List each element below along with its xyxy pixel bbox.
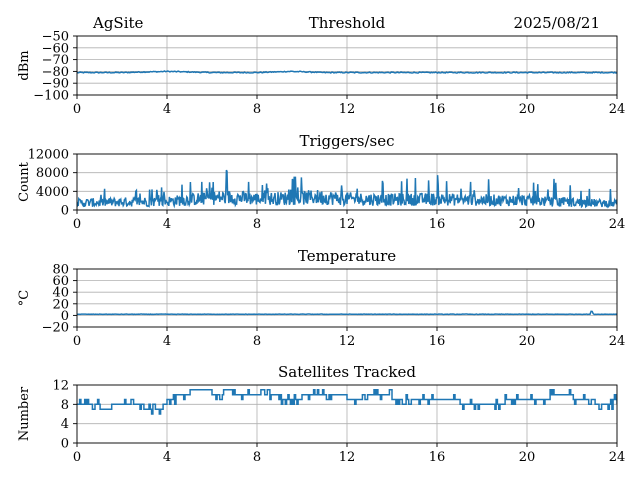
y-axis-label: °C xyxy=(17,290,32,307)
series-line xyxy=(77,310,617,316)
panel-3: 0 4 8 12 16 20 24 0 4 8 12 Satellites Tracked Number xyxy=(17,363,625,465)
x-tick-label: 12 xyxy=(339,334,356,349)
series-line xyxy=(77,169,617,209)
x-tick-label: 16 xyxy=(429,334,446,349)
x-tick-label: 16 xyxy=(429,450,446,465)
x-tick-label: 12 xyxy=(339,217,356,232)
x-tick-label: 0 xyxy=(73,102,81,117)
panel-title: Threshold xyxy=(309,14,386,32)
date-label: 2025/08/21 xyxy=(514,14,600,32)
y-tick-label: 60 xyxy=(52,274,69,289)
y-tick-label: 4 xyxy=(61,417,69,432)
y-tick-label: 8000 xyxy=(36,166,69,181)
y-tick-label: −100 xyxy=(33,89,69,104)
x-tick-label: 8 xyxy=(253,334,261,349)
y-tick-label: 12 xyxy=(52,379,69,394)
y-tick-label: −80 xyxy=(42,65,69,80)
x-tick-label: 16 xyxy=(429,217,446,232)
x-tick-label: 8 xyxy=(253,217,261,232)
panel-title: Temperature xyxy=(298,247,396,265)
series-line xyxy=(77,389,617,415)
y-tick-label: 40 xyxy=(52,286,69,301)
x-tick-label: 20 xyxy=(519,450,536,465)
x-tick-label: 24 xyxy=(609,217,626,232)
y-tick-label: −70 xyxy=(42,53,69,68)
y-tick-label: 12000 xyxy=(28,148,69,163)
x-tick-label: 4 xyxy=(163,217,171,232)
x-tick-label: 20 xyxy=(519,102,536,117)
panel-title: Satellites Tracked xyxy=(278,363,416,381)
x-tick-label: 4 xyxy=(163,450,171,465)
x-tick-label: 0 xyxy=(73,450,81,465)
y-tick-label: −60 xyxy=(42,41,69,56)
site-name: AgSite xyxy=(92,14,144,32)
y-tick-label: 4000 xyxy=(36,185,69,200)
x-tick-label: 4 xyxy=(163,334,171,349)
x-tick-label: 4 xyxy=(163,102,171,117)
panel-1: 0 4 8 12 16 20 24 0 4000 8000 12000 Triggers/sec Cou… xyxy=(17,132,625,232)
x-tick-label: 12 xyxy=(339,102,356,117)
x-tick-label: 8 xyxy=(253,450,261,465)
x-tick-label: 20 xyxy=(519,334,536,349)
y-tick-label: −20 xyxy=(42,321,69,336)
y-tick-label: −90 xyxy=(42,77,69,92)
y-tick-label: 0 xyxy=(61,309,69,324)
y-tick-label: 8 xyxy=(61,398,69,413)
x-tick-label: 24 xyxy=(609,102,626,117)
x-tick-label: 12 xyxy=(339,450,356,465)
panel-title: Triggers/sec xyxy=(300,132,395,150)
series-line xyxy=(77,70,617,74)
y-tick-label: 0 xyxy=(61,204,69,219)
panel-0: 0 4 8 12 16 20 24 −100−90−80−70−60−50 Threshold d… xyxy=(17,14,625,117)
y-tick-label: 20 xyxy=(52,297,69,312)
y-axis-label: Count xyxy=(17,161,32,202)
y-tick-label: 0 xyxy=(61,437,69,452)
x-tick-label: 0 xyxy=(73,334,81,349)
y-axis-label: dBm xyxy=(17,50,32,80)
x-tick-label: 16 xyxy=(429,102,446,117)
x-tick-label: 0 xyxy=(73,217,81,232)
x-tick-label: 24 xyxy=(609,334,626,349)
y-tick-label: 80 xyxy=(52,263,69,278)
y-tick-label: −50 xyxy=(42,30,69,45)
y-axis-label: Number xyxy=(17,386,32,441)
x-tick-label: 8 xyxy=(253,102,261,117)
x-tick-label: 20 xyxy=(519,217,536,232)
x-tick-label: 24 xyxy=(609,450,626,465)
